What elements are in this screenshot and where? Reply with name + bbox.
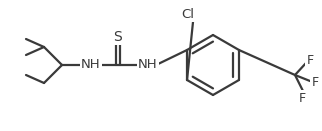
Text: S: S xyxy=(114,30,122,44)
Text: F: F xyxy=(307,53,314,67)
Text: Cl: Cl xyxy=(182,7,194,20)
Text: NH: NH xyxy=(138,59,158,72)
Text: NH: NH xyxy=(81,59,101,72)
Text: F: F xyxy=(298,91,306,105)
Text: F: F xyxy=(311,77,318,89)
